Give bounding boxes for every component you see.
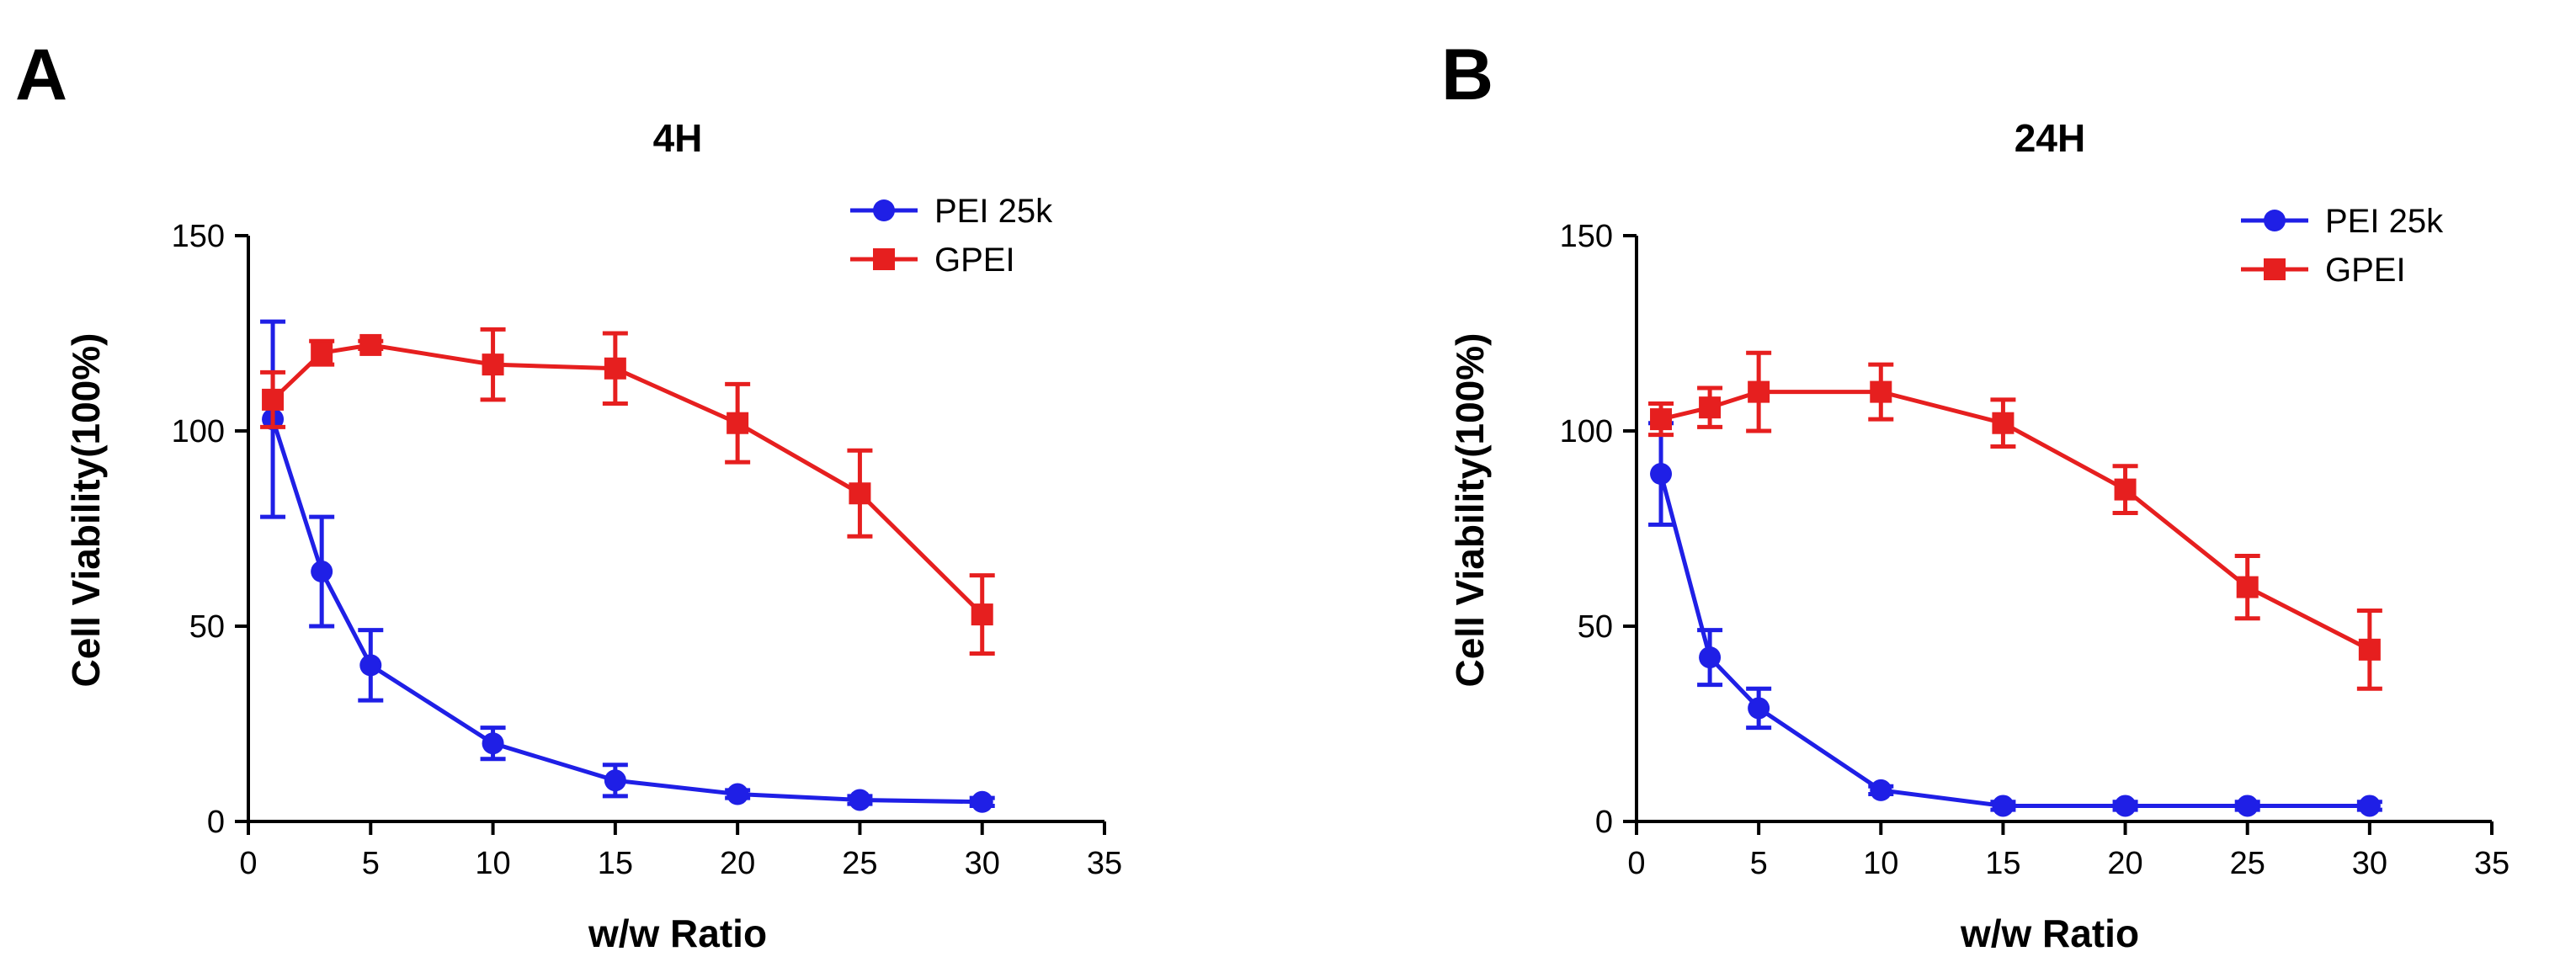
data-point [726, 783, 749, 805]
data-point [359, 654, 382, 677]
x-tick-label: 25 [2230, 846, 2265, 881]
series-line [271, 343, 984, 616]
legend-marker [873, 248, 895, 270]
chart-title-b: 24H [2014, 116, 2085, 160]
data-point [604, 357, 626, 380]
legend-label: PEI 25k [2325, 203, 2444, 240]
data-point [2114, 795, 2137, 817]
y-axis-label-b: Cell Viability(100%) [1448, 333, 1492, 688]
data-point [2114, 478, 2137, 501]
data-point [1992, 795, 2014, 817]
plot-area-b [1648, 350, 2382, 817]
data-point [359, 333, 382, 356]
axes-b: 0 5 10 15 20 25 30 35 0 50 100 150 [1560, 219, 2510, 881]
data-point [1748, 697, 1770, 720]
x-tick-label: 20 [720, 846, 755, 881]
x-tick-label: 20 [2107, 846, 2142, 881]
axes-a: 0 5 10 15 20 25 30 35 0 50 100 150 [172, 219, 1123, 881]
data-point [1748, 380, 1770, 403]
x-tick-label: 30 [2352, 846, 2387, 881]
y-tick-label: 50 [1578, 609, 1613, 645]
data-point [1870, 380, 1892, 403]
panel-letter-a: A [15, 35, 67, 115]
legend-label: GPEI [934, 242, 1015, 279]
series-line [270, 418, 982, 805]
y-tick-label: 100 [1560, 414, 1613, 449]
x-tick-label: 0 [1627, 846, 1645, 881]
data-point [311, 342, 333, 364]
data-point [1650, 408, 1673, 431]
x-axis-label-a: w/w Ratio [588, 912, 767, 955]
y-tick-label: 0 [207, 805, 225, 840]
x-tick-label: 25 [842, 846, 877, 881]
y-tick-label: 100 [172, 414, 225, 449]
x-tick-label: 5 [1750, 846, 1768, 881]
x-tick-label: 5 [362, 846, 380, 881]
x-tick-label: 35 [1087, 846, 1122, 881]
x-axis-label-b: w/w Ratio [1960, 912, 2139, 955]
data-point [1992, 412, 2014, 434]
panel-b: B 24H w/w Ratio Cell Viability(100%) 0 5 1… [1441, 35, 2509, 955]
plot-area-a [260, 319, 995, 813]
data-point [262, 388, 285, 411]
data-point [2236, 795, 2259, 817]
y-axis-label-a: Cell Viability(100%) [64, 333, 108, 688]
data-point [849, 789, 871, 811]
data-point [971, 790, 993, 813]
series-pei-25k [1648, 421, 2382, 817]
data-point [604, 769, 626, 792]
series-gpei [1648, 350, 2382, 691]
series-pei-25k [260, 319, 995, 813]
panel-letter-b: B [1441, 35, 1493, 115]
chart-title-a: 4H [653, 116, 703, 160]
legend-label: PEI 25k [934, 193, 1053, 230]
y-tick-label: 150 [1560, 219, 1613, 254]
data-point [482, 353, 504, 376]
legend-marker [2264, 210, 2286, 231]
series-line [1658, 473, 2370, 808]
legend-marker [2264, 258, 2286, 280]
x-tick-label: 10 [475, 846, 510, 881]
x-tick-label: 10 [1863, 846, 1898, 881]
data-point [849, 482, 871, 505]
x-tick-label: 15 [598, 846, 633, 881]
data-point [726, 412, 749, 434]
legend-b: PEI 25k GPEI [2241, 203, 2444, 289]
data-point [1870, 779, 1892, 801]
legend-marker [873, 199, 895, 221]
y-tick-label: 150 [172, 219, 225, 254]
legend-label: GPEI [2325, 252, 2406, 289]
panel-a: A 4H w/w Ratio Cell Viability(100%) 0 5 10… [15, 35, 1122, 955]
data-point [311, 561, 333, 583]
legend-a: PEI 25k GPEI [850, 193, 1053, 279]
x-tick-label: 0 [239, 846, 257, 881]
data-point [2236, 576, 2259, 598]
y-tick-label: 0 [1595, 805, 1613, 840]
data-point [2358, 795, 2381, 817]
data-point [482, 732, 504, 755]
x-tick-label: 15 [1985, 846, 2020, 881]
data-point [971, 603, 993, 626]
data-point [1699, 396, 1722, 419]
data-point [1650, 463, 1673, 486]
y-tick-label: 50 [189, 609, 225, 645]
series-gpei [260, 327, 995, 656]
data-point [1699, 646, 1722, 669]
x-tick-label: 30 [965, 846, 1000, 881]
x-tick-label: 35 [2474, 846, 2509, 881]
data-point [2358, 638, 2381, 661]
